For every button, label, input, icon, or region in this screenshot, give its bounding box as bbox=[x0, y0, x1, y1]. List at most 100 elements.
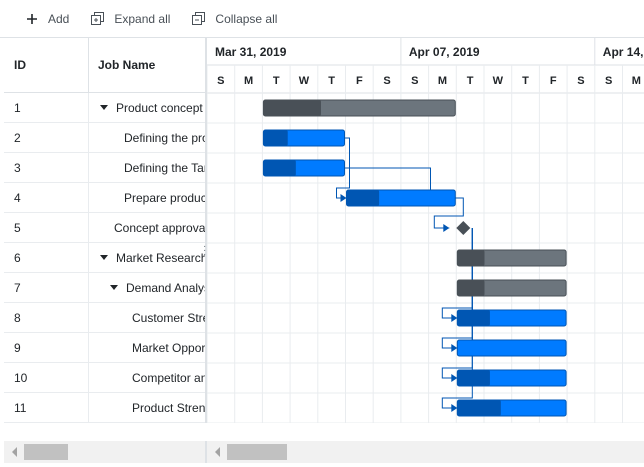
row-job-name-text: Demand Analysis bbox=[126, 281, 205, 295]
week-label: Apr 07, 2019 bbox=[409, 45, 480, 59]
row-id: 8 bbox=[14, 311, 21, 325]
column-divider bbox=[88, 153, 89, 183]
resize-grip-icon[interactable]: · · · bbox=[203, 241, 207, 260]
toolbar: Add Expand all Collapse all bbox=[0, 0, 644, 38]
row-job-name-text: Market Opportunity bbox=[132, 341, 206, 355]
table-row[interactable]: 6 Market Research bbox=[4, 243, 206, 273]
row-job-name: Demand Analysis bbox=[110, 273, 205, 303]
table-row[interactable]: 5 Concept approval bbox=[4, 213, 206, 243]
row-job-name: Defining the product bbox=[124, 123, 205, 153]
column-divider bbox=[88, 393, 89, 423]
collapse-all-icon bbox=[192, 12, 206, 25]
scroll-left-arrow-icon[interactable] bbox=[215, 447, 220, 457]
table-row[interactable]: 3 Defining the Target bbox=[4, 153, 205, 183]
day-label: T bbox=[467, 75, 474, 87]
table-row[interactable]: 11 Product Strength bbox=[4, 393, 206, 423]
day-label: S bbox=[577, 75, 584, 87]
row-id: 10 bbox=[14, 371, 28, 385]
plus-icon bbox=[26, 13, 38, 25]
table-row[interactable]: 8 Customer Strength bbox=[4, 303, 205, 333]
row-job-name: Competitor analysis bbox=[132, 363, 205, 393]
caret-down-icon[interactable] bbox=[100, 105, 108, 111]
task-progress bbox=[263, 160, 296, 176]
expand-all-label: Expand all bbox=[114, 11, 171, 26]
row-job-name-text: Competitor analysis bbox=[132, 371, 205, 385]
table-row[interactable]: 4 Prepare product sketch bbox=[4, 183, 205, 213]
column-divider bbox=[88, 273, 89, 303]
task-progress bbox=[263, 100, 321, 116]
task-progress bbox=[457, 310, 490, 326]
row-job-name-text: Concept approval bbox=[114, 221, 206, 235]
day-label: T bbox=[273, 75, 280, 87]
day-label: M bbox=[244, 75, 253, 87]
row-id: 11 bbox=[14, 401, 27, 415]
day-label: F bbox=[356, 75, 363, 87]
task-progress bbox=[457, 280, 485, 296]
dependency-arrow bbox=[443, 224, 450, 232]
table-row[interactable]: 10 Competitor analysis bbox=[4, 363, 205, 393]
row-job-name: Market Research bbox=[100, 243, 206, 273]
task-progress bbox=[457, 250, 485, 266]
day-label: T bbox=[522, 75, 529, 87]
column-header-job-name[interactable]: Job Name bbox=[98, 58, 156, 72]
row-job-name-text: Product concept bbox=[116, 101, 203, 115]
row-id: 1 bbox=[14, 101, 21, 115]
dependency-arrow bbox=[451, 404, 458, 412]
grid-scrollbar-thumb[interactable] bbox=[24, 444, 68, 460]
gantt-chart-canvas: Mar 31, 2019 Apr 07, 2019 Apr 14, 2019 S M T W… bbox=[207, 38, 644, 423]
dependency-line bbox=[433, 197, 464, 229]
task-bar bbox=[456, 339, 567, 357]
gantt-chart: Mar 31, 2019 Apr 07, 2019 Apr 14, 2019 S M T W… bbox=[207, 38, 644, 423]
scroll-left-arrow-icon[interactable] bbox=[12, 447, 17, 457]
task-progress bbox=[457, 400, 501, 416]
column-divider bbox=[88, 213, 89, 243]
row-job-name-text: Market Research bbox=[116, 251, 206, 265]
row-id: 3 bbox=[14, 161, 21, 175]
row-id: 9 bbox=[14, 341, 21, 355]
expand-all-icon bbox=[91, 12, 105, 25]
add-label: Add bbox=[48, 11, 70, 26]
column-divider bbox=[88, 38, 89, 93]
day-label: T bbox=[328, 75, 335, 87]
task-progress bbox=[263, 130, 288, 146]
dependency-arrow bbox=[340, 194, 347, 202]
row-job-name-text: Customer Strength bbox=[132, 311, 205, 325]
bottom-spacer bbox=[0, 423, 644, 441]
table-row[interactable]: 7 Demand Analysis bbox=[4, 273, 205, 303]
chart-scrollbar[interactable] bbox=[207, 441, 644, 463]
row-job-name-text: Defining the product bbox=[124, 131, 205, 145]
week-label: Apr 14, 2019 bbox=[603, 45, 644, 59]
day-label: W bbox=[493, 75, 504, 87]
row-job-name: Concept approval bbox=[114, 213, 206, 243]
caret-down-icon[interactable] bbox=[110, 285, 118, 291]
dependency-line bbox=[336, 137, 350, 199]
grid-scrollbar[interactable] bbox=[4, 441, 205, 463]
add-button[interactable]: Add bbox=[26, 12, 69, 26]
row-id: 4 bbox=[14, 191, 21, 205]
collapse-all-button[interactable]: Collapse all bbox=[192, 12, 277, 26]
day-label: W bbox=[299, 75, 310, 87]
column-header-id[interactable]: ID bbox=[14, 58, 26, 72]
column-divider bbox=[88, 183, 89, 213]
column-divider bbox=[88, 93, 89, 123]
table-row[interactable]: 9 Market Opportunity bbox=[4, 333, 206, 363]
grid-chart-splitter[interactable] bbox=[205, 38, 207, 463]
row-id: 2 bbox=[14, 131, 21, 145]
dependency-line bbox=[344, 167, 431, 198]
table-row[interactable]: 2 Defining the product bbox=[4, 123, 205, 153]
day-label: S bbox=[383, 75, 390, 87]
table-row[interactable]: 1 Product concept bbox=[4, 93, 205, 123]
row-job-name-text: Prepare product sketch bbox=[124, 191, 205, 205]
row-job-name-text: Defining the Target bbox=[124, 161, 205, 175]
day-label: M bbox=[632, 75, 641, 87]
collapse-all-label: Collapse all bbox=[215, 11, 278, 26]
column-divider bbox=[88, 303, 89, 333]
expand-all-button[interactable]: Expand all bbox=[91, 12, 170, 26]
chart-scrollbar-thumb[interactable] bbox=[227, 444, 287, 460]
week-label: Mar 31, 2019 bbox=[215, 45, 287, 59]
row-job-name-text: Product Strength bbox=[132, 401, 206, 415]
column-divider bbox=[88, 243, 89, 273]
caret-down-icon[interactable] bbox=[100, 255, 108, 261]
column-divider bbox=[88, 333, 89, 363]
column-divider bbox=[88, 363, 89, 393]
